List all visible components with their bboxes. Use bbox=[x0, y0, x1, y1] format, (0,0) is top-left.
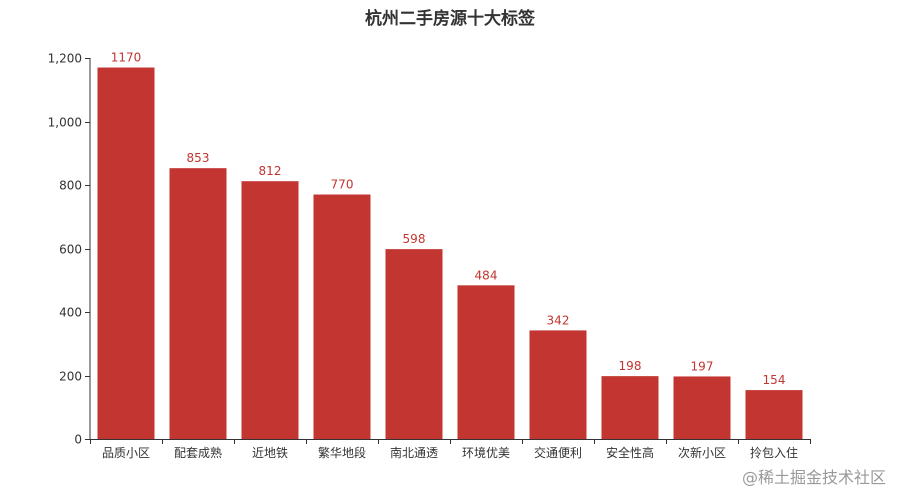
bar bbox=[457, 285, 515, 439]
x-tick-label: 次新小区 bbox=[678, 445, 726, 460]
x-tick-label: 品质小区 bbox=[102, 446, 150, 460]
bar-value-label: 198 bbox=[619, 359, 642, 373]
y-tick-label: 1,000 bbox=[48, 116, 82, 130]
y-tick-label: 600 bbox=[59, 243, 82, 257]
bar-value-label: 342 bbox=[547, 313, 570, 327]
bar bbox=[97, 67, 155, 440]
bar-value-label: 853 bbox=[187, 151, 210, 165]
x-tick-label: 环境优美 bbox=[462, 445, 510, 460]
bar bbox=[385, 249, 443, 439]
bar-value-label: 197 bbox=[691, 359, 714, 373]
x-tick-label: 安全性高 bbox=[606, 445, 654, 460]
bar bbox=[745, 390, 803, 439]
bar-value-label: 484 bbox=[475, 268, 498, 282]
x-tick-label: 近地铁 bbox=[252, 446, 288, 460]
bar bbox=[601, 376, 659, 439]
y-tick-label: 1,200 bbox=[48, 52, 82, 66]
chart-title: 杭州二手房源十大标签 bbox=[365, 9, 535, 29]
bar bbox=[673, 376, 731, 439]
watermark-text: @稀土掘金技术社区 bbox=[741, 468, 886, 487]
bar-value-label: 598 bbox=[403, 232, 426, 246]
y-tick-label: 800 bbox=[59, 179, 82, 193]
bar bbox=[169, 168, 227, 440]
x-tick-label: 南北通透 bbox=[390, 445, 438, 460]
x-tick-label: 交通便利 bbox=[534, 445, 582, 460]
x-tick-label: 拎包入住 bbox=[750, 446, 798, 460]
bar bbox=[313, 194, 371, 439]
bar bbox=[529, 330, 587, 439]
x-tick-label: 配套成熟 bbox=[174, 445, 222, 460]
y-tick-label: 200 bbox=[59, 370, 82, 384]
y-tick-label: 0 bbox=[74, 433, 82, 447]
bar-value-label: 1170 bbox=[111, 51, 142, 65]
bar-value-label: 154 bbox=[763, 373, 786, 387]
x-tick-label: 繁华地段 bbox=[318, 445, 366, 460]
bar-value-label: 812 bbox=[259, 164, 282, 178]
bar bbox=[241, 181, 299, 439]
bar-value-label: 770 bbox=[331, 178, 354, 192]
y-tick-label: 400 bbox=[59, 306, 82, 320]
